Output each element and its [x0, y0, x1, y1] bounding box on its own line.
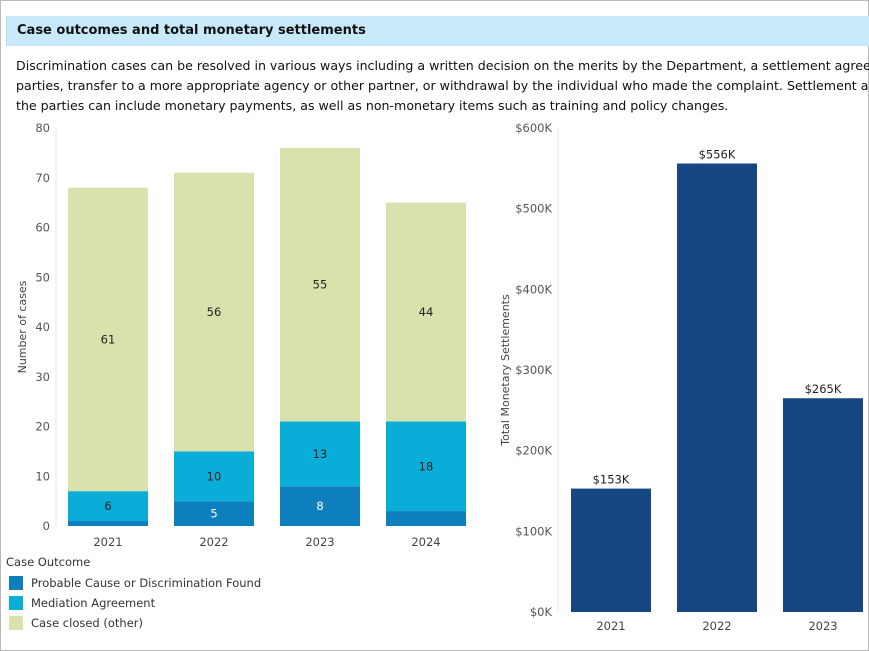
bar-segment-2021-1 [68, 491, 148, 522]
y-tick-label: 80 [35, 121, 50, 135]
description-line: the parties can include monetary payment… [16, 98, 729, 113]
y-tick-label: 10 [35, 469, 50, 483]
data-label: 61 [101, 332, 116, 346]
description-line: parties, transfer to a more appropriate … [16, 78, 869, 93]
section-title: Case outcomes and total monetary settlem… [17, 23, 366, 38]
description: Discrimination cases can be resolved in … [16, 56, 869, 116]
case-outcome-legend: Case Outcome Probable Cause or Discrimin… [6, 555, 261, 633]
x-tick-label: 2023 [808, 619, 837, 633]
bar-segment-2023-2 [280, 147, 360, 422]
legend-item-mediation[interactable]: Mediation Agreement [6, 593, 261, 613]
data-label: 56 [207, 305, 222, 319]
data-label: 8 [316, 499, 323, 513]
data-label: $556K [699, 147, 736, 161]
legend-title: Case Outcome [6, 555, 91, 569]
data-label: 5 [210, 507, 217, 521]
data-label: 6 [104, 499, 111, 513]
section-header: Case outcomes and total monetary settlem… [6, 16, 869, 46]
y-tick-label: 30 [35, 370, 50, 384]
y-tick-label: 60 [35, 221, 50, 235]
legend-label: Case closed (other) [31, 616, 143, 630]
x-tick-label: 2022 [199, 535, 228, 549]
legend-label: Probable Cause or Discrimination Found [31, 576, 262, 590]
x-tick-label: 2022 [702, 619, 731, 633]
y-tick-label: $0K [530, 605, 553, 619]
settlement-bar-2023 [783, 398, 863, 612]
y-tick-label: $300K [515, 363, 552, 377]
y-tick-label: $200K [515, 444, 552, 458]
legend-swatch [9, 576, 23, 590]
legend-swatch [9, 616, 23, 630]
data-label: 10 [207, 469, 222, 483]
y-tick-label: $500K [515, 202, 552, 216]
x-tick-label: 2023 [305, 535, 334, 549]
x-tick-label: 2021 [596, 619, 625, 633]
y-tick-label: $600K [515, 121, 552, 135]
bar-segment-2023-0 [280, 486, 360, 526]
y-tick-label: 40 [35, 320, 50, 334]
x-tick-label: 2024 [411, 535, 440, 549]
y-tick-label: $400K [515, 282, 552, 296]
data-label: 18 [419, 459, 434, 473]
data-label: 13 [313, 447, 328, 461]
legend-swatch [9, 596, 23, 610]
x-tick-label: 2021 [93, 535, 122, 549]
legend-item-probable-cause[interactable]: Probable Cause or Discrimination Found [6, 573, 261, 593]
settlement-bar-2021 [571, 488, 651, 612]
bar-segment-2024-0 [386, 511, 466, 526]
legend-item-case-closed[interactable]: Case closed (other) [6, 613, 261, 633]
y-tick-label: 50 [35, 270, 50, 284]
bar-segment-2024-1 [386, 421, 466, 512]
bar-segment-2023-1 [280, 421, 360, 487]
y-tick-label: 20 [35, 420, 50, 434]
description-line: Discrimination cases can be resolved in … [16, 58, 869, 73]
bar-segment-2022-1 [174, 451, 254, 502]
data-label: $153K [593, 473, 630, 487]
bar-segment-2022-2 [174, 172, 254, 452]
data-label: 44 [419, 305, 434, 319]
y-tick-label: 0 [43, 519, 50, 533]
legend-label: Mediation Agreement [31, 596, 156, 610]
bar-segment-2024-2 [386, 202, 466, 422]
y-axis-title: Number of cases [16, 280, 29, 373]
data-label: 55 [313, 278, 328, 292]
bar-segment-2022-0 [174, 501, 254, 526]
y-tick-label: $100K [515, 524, 552, 538]
bar-segment-2021-0 [68, 521, 148, 526]
case-outcomes-chart: 0 10 20 30 40 50 60 70 80 Number of cases 6 61 2021 5… [16, 121, 466, 549]
y-axis-title: Total Monetary Settlements [499, 294, 512, 447]
y-tick-label: 70 [35, 171, 50, 185]
bar-segment-2021-2 [68, 187, 148, 492]
data-label: $265K [805, 382, 842, 396]
settlement-bar-2022 [677, 163, 757, 612]
